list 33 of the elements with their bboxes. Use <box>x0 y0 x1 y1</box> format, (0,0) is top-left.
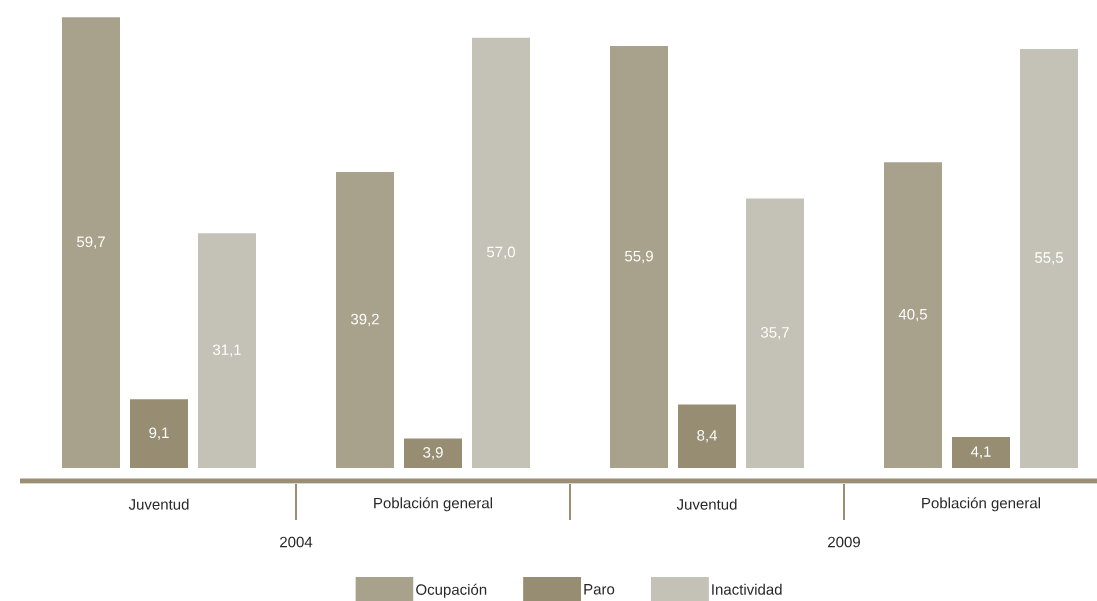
legend-label: Paro <box>584 584 615 595</box>
legend-label: Inactividad <box>712 583 782 595</box>
bar <box>62 17 121 468</box>
bar <box>472 37 531 468</box>
bar <box>678 404 737 468</box>
bar <box>404 438 463 468</box>
text: 2004 <box>280 536 313 548</box>
bar <box>952 437 1011 468</box>
x-tick-label: Juventud <box>128 498 189 510</box>
data-label: 55,5 <box>1035 252 1063 265</box>
data-label: 4,1 <box>970 446 991 459</box>
bar <box>130 399 189 468</box>
data-label: 39,2 <box>350 313 379 327</box>
data-label: 55,9 <box>625 250 653 264</box>
text: 2009 <box>828 536 860 548</box>
data-label: 57,0 <box>487 246 516 259</box>
data-label: 31,1 <box>212 344 241 357</box>
x-tick-label: Juventud <box>676 498 737 510</box>
bar <box>336 172 395 468</box>
bar <box>610 45 669 468</box>
bar <box>884 162 943 468</box>
data-label: 40,5 <box>898 308 927 322</box>
bar <box>746 198 805 468</box>
bar <box>1020 48 1079 468</box>
x-tick-label: Población general <box>922 497 1040 512</box>
data-label: 8,4 <box>697 430 717 443</box>
legend-label: Ocupación <box>416 583 487 598</box>
data-label: 3,9 <box>423 447 443 460</box>
data-label: 59,7 <box>77 236 105 249</box>
bar <box>198 233 257 468</box>
data-label: 9,1 <box>149 427 169 440</box>
data-label: 35,7 <box>760 327 789 340</box>
x-tick-label: Población general <box>374 497 492 512</box>
